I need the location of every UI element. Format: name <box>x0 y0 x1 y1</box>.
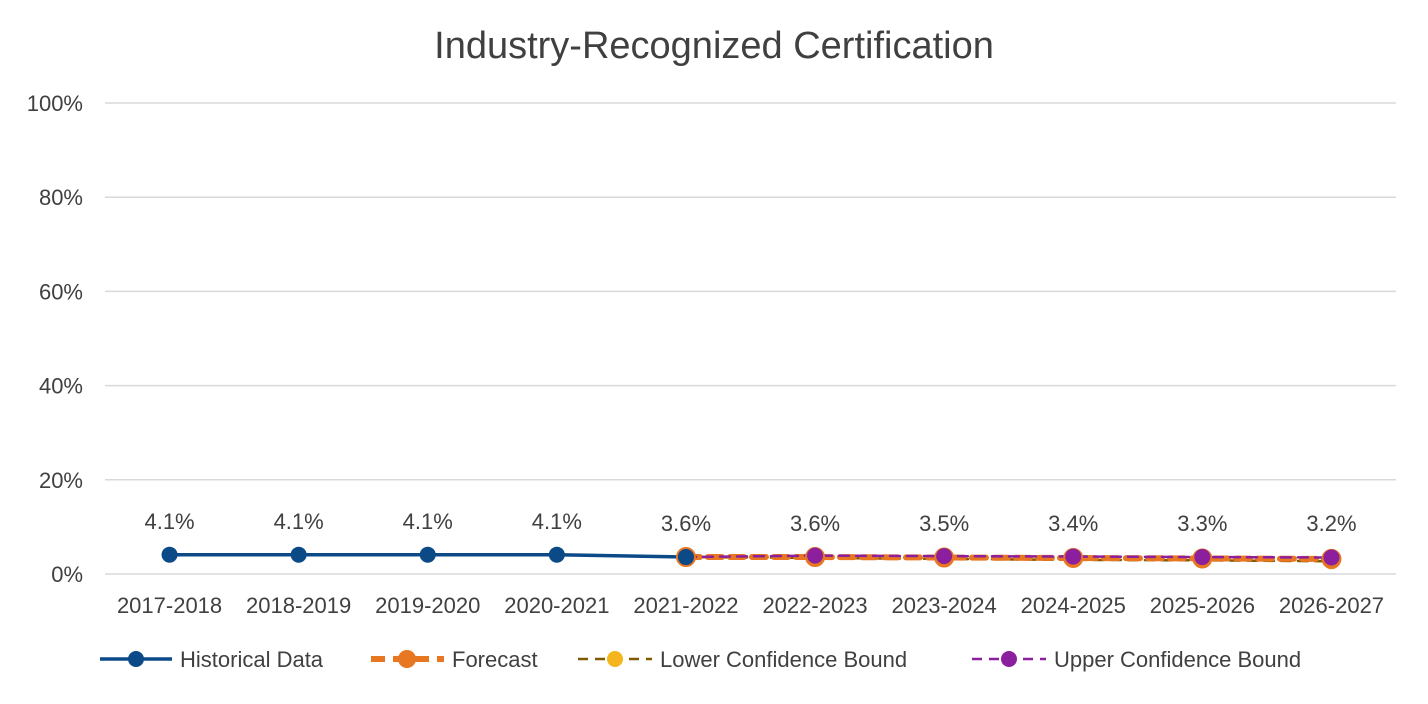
x-tick-label: 2022-2023 <box>762 593 867 618</box>
legend-label: Historical Data <box>180 647 324 672</box>
legend-label: Lower Confidence Bound <box>660 647 907 672</box>
data-label: 3.3% <box>1177 511 1227 536</box>
data-point <box>161 546 178 563</box>
x-tick-label: 2023-2024 <box>892 593 997 618</box>
data-point <box>677 549 694 566</box>
data-label: 4.1% <box>274 509 324 534</box>
x-tick-label: 2017-2018 <box>117 593 222 618</box>
legend-marker <box>398 650 416 668</box>
y-tick-label: 100% <box>27 91 83 116</box>
chart-title: Industry-Recognized Certification <box>434 25 994 67</box>
y-tick-label: 0% <box>51 562 83 587</box>
y-axis: 0% 20% 40% 60% 80% 100% <box>27 91 83 587</box>
data-point <box>1065 548 1082 565</box>
y-tick-label: 60% <box>39 279 83 304</box>
x-axis: 2017-2018 2018-2019 2019-2020 2020-2021 2021… <box>117 593 1384 618</box>
data-point <box>936 548 953 565</box>
y-tick-label: 80% <box>39 185 83 210</box>
legend-label: Upper Confidence Bound <box>1054 647 1301 672</box>
data-point <box>548 546 565 563</box>
data-point <box>290 546 307 563</box>
x-tick-label: 2018-2019 <box>246 593 351 618</box>
x-tick-label: 2019-2020 <box>375 593 480 618</box>
data-label: 3.4% <box>1048 511 1098 536</box>
x-tick-label: 2020-2021 <box>504 593 609 618</box>
legend-marker <box>128 651 144 667</box>
x-tick-label: 2026-2027 <box>1279 593 1384 618</box>
data-label: 3.5% <box>919 511 969 536</box>
data-point <box>419 546 436 563</box>
data-label: 3.2% <box>1306 511 1356 536</box>
data-label: 3.6% <box>790 511 840 536</box>
y-tick-label: 20% <box>39 468 83 493</box>
x-tick-label: 2021-2022 <box>633 593 738 618</box>
data-point <box>1323 549 1340 566</box>
data-labels: 4.1% 4.1% 4.1% 4.1% 3.6% 3.6% 3.5% 3.4% 3.3% 3.2% <box>144 509 1356 536</box>
y-tick-label: 40% <box>39 374 83 399</box>
series-line-upper-confidence-bound <box>684 554 1333 559</box>
data-point <box>1194 549 1211 566</box>
data-label: 3.6% <box>661 511 711 536</box>
data-label: 4.1% <box>144 509 194 534</box>
gridlines <box>105 102 1396 575</box>
data-label: 4.1% <box>403 509 453 534</box>
x-tick-label: 2024-2025 <box>1021 593 1126 618</box>
x-tick-label: 2025-2026 <box>1150 593 1255 618</box>
legend-marker <box>1001 651 1017 667</box>
data-label: 4.1% <box>532 509 582 534</box>
series-layer <box>161 546 1342 570</box>
legend-marker <box>607 651 623 667</box>
legend: Historical Data Forecast Lower Confidence … <box>100 647 1301 672</box>
legend-label: Forecast <box>452 647 538 672</box>
data-point <box>807 547 824 564</box>
